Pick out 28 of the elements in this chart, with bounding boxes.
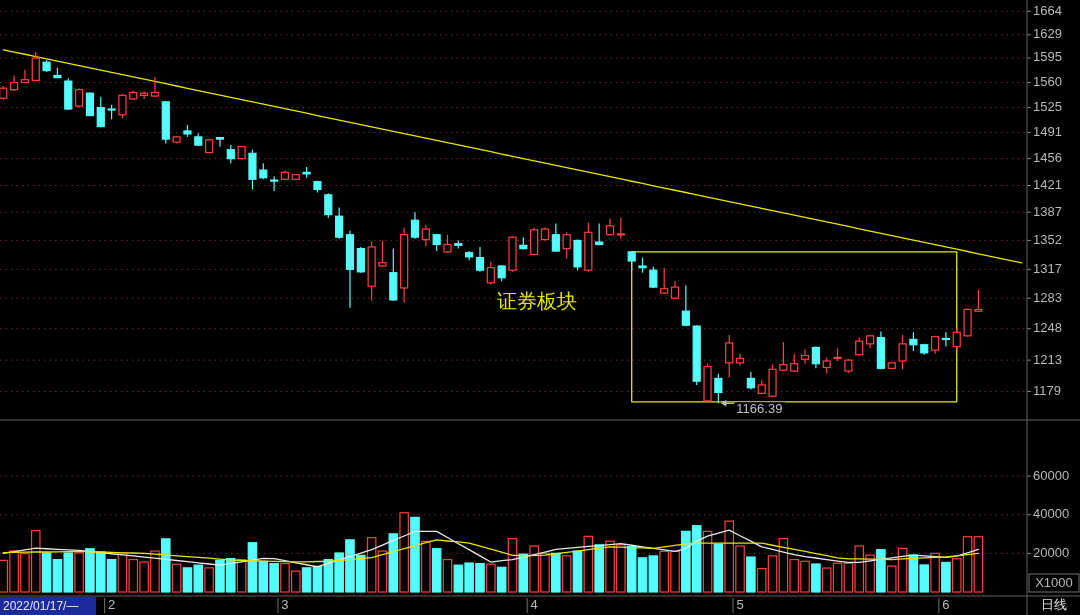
text: X1000 — [1035, 574, 1073, 590]
y-tick-label: 1456 — [1033, 150, 1062, 166]
text: 2022/01/17/— — [3, 598, 79, 613]
y-tick-label: 1352 — [1033, 231, 1062, 247]
y-tick-label: 1525 — [1033, 99, 1062, 114]
x-tick-label: 5 — [736, 597, 744, 613]
y-tick-label: 1491 — [1033, 123, 1062, 139]
y-tick-label: 20000 — [1033, 544, 1070, 560]
x-tick-label: 4 — [530, 597, 538, 613]
y-tick-label: 1213 — [1033, 351, 1062, 367]
text: 日线 — [1041, 597, 1067, 613]
y-tick-label: 1629 — [1033, 26, 1062, 42]
x-tick-label: 3 — [281, 597, 289, 613]
y-tick-label: 1387 — [1033, 203, 1062, 219]
y-tick-label: 1664 — [1033, 2, 1062, 18]
x-tick-label: 2 — [107, 597, 116, 613]
y-tick-label: 1421 — [1033, 176, 1062, 192]
y-tick-label: 1317 — [1033, 260, 1062, 276]
y-tick-label: 1283 — [1033, 289, 1062, 305]
y-tick-label: 1595 — [1033, 49, 1062, 65]
y-tick-label: 1560 — [1033, 73, 1062, 89]
y-tick-label: 40000 — [1033, 506, 1070, 522]
y-tick-label: 60000 — [1033, 467, 1070, 483]
x-tick-label: 6 — [942, 597, 950, 613]
y-tick-label: 1248 — [1033, 320, 1062, 336]
annotation: 1166.39 — [736, 400, 783, 416]
annotation: 证券板块 — [497, 290, 577, 313]
y-tick-label: 1179 — [1033, 382, 1061, 398]
